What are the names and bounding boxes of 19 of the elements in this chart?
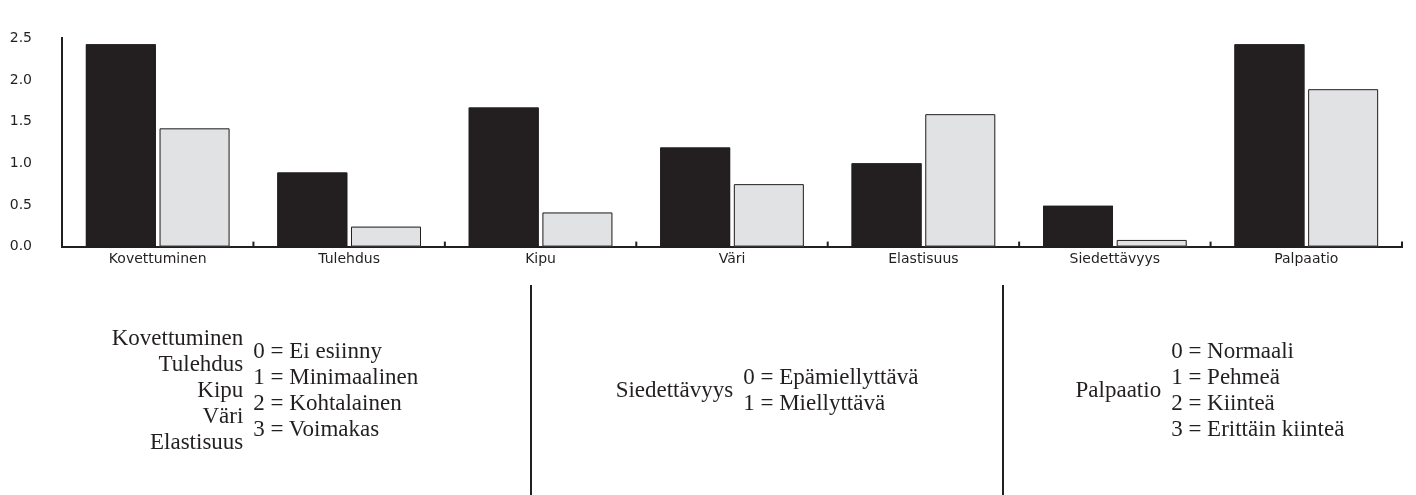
y-tick-label: 1.0 [9,153,32,170]
text: Palpaatio [1075,377,1162,403]
text: Kovettuminen Tulehdus Kipu Väri Elastisuus [111,325,244,455]
text: 0 = Epämiellyttävä 1 = Miellyttävä [743,364,919,416]
y-tick-label: 2.5 [9,29,32,46]
x-tick-label: Siedettävyys [1069,249,1161,266]
y-tick-label: 1.5 [9,112,32,129]
y-tick-label: 2.0 [9,70,32,87]
y-tick-label: 0.0 [9,237,32,254]
x-tick-label: Tulehdus [317,249,381,266]
text: Siedettävyys [615,377,734,403]
x-tick-label: Elastisuus [888,249,959,266]
x-tick-label: Palpaatio [1274,249,1339,266]
text: 0 = Normaali 1 = Pehmeä 2 = Kiinteä 3 = Erittäin kiinteä [1171,338,1345,442]
text: 0 = Ei esiinny 1 = Minimaalinen 2 = Kohtalainen 3 = Voimakas [253,338,419,442]
x-tick-label: Väri [718,249,746,266]
x-tick-label: Kovettuminen [108,249,207,266]
x-tick-label: Kipu [525,249,556,266]
y-tick-label: 0.5 [9,195,32,212]
